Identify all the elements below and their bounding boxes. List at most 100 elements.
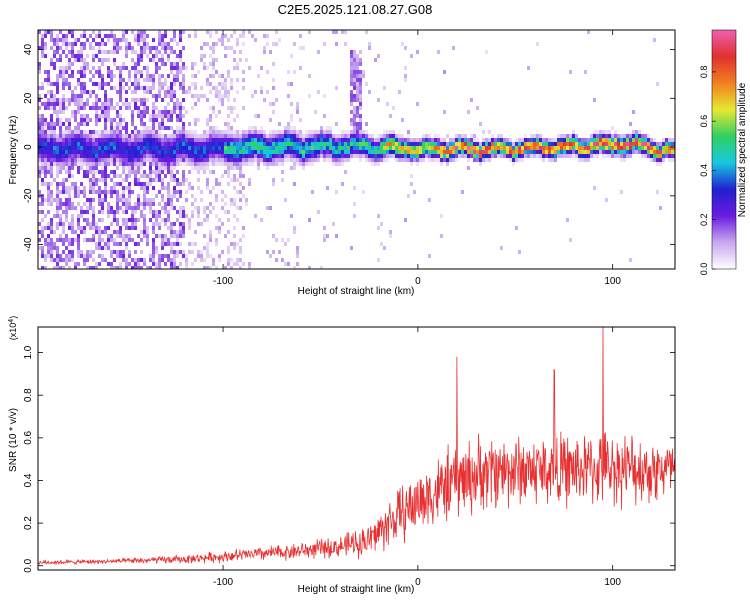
spectrogram-cell xyxy=(257,134,260,138)
spectrogram-cell xyxy=(353,70,356,74)
spectrogram-cell xyxy=(377,162,380,166)
spectrogram-cell xyxy=(86,250,89,254)
spectrogram-cell xyxy=(260,142,263,146)
spectrogram-cell xyxy=(80,54,83,58)
spectrogram-cell xyxy=(164,110,167,114)
spectrogram-cell xyxy=(422,154,425,158)
spectrogram-cell xyxy=(230,242,233,246)
spectrogram-cell xyxy=(101,134,104,138)
spectrogram-cell xyxy=(413,150,416,154)
spectrogram-cell xyxy=(53,198,56,202)
spectrogram-cell xyxy=(77,202,80,206)
spectrogram-cell xyxy=(368,158,371,162)
spectrogram-cell xyxy=(332,158,335,162)
spectrogram-cell xyxy=(365,138,368,142)
spectrogram-cell xyxy=(125,90,128,94)
spectrogram-cell xyxy=(278,142,281,146)
spectrogram-cell xyxy=(650,150,653,154)
spectrogram-cell xyxy=(359,82,362,86)
snr-frame xyxy=(37,326,676,571)
spectrogram-cell xyxy=(485,146,488,150)
spectrogram-cell xyxy=(86,90,89,94)
spectrogram-cell xyxy=(518,158,521,162)
spectrogram-cell xyxy=(215,238,218,242)
spectrogram-cell xyxy=(89,130,92,134)
spectrogram-cell xyxy=(92,146,95,150)
spectrogram-cell xyxy=(143,214,146,218)
spectrogram-cell xyxy=(269,50,272,54)
spectrogram-cell xyxy=(230,78,233,82)
spectrogram-cell xyxy=(98,194,101,198)
spectrogram-cell xyxy=(551,138,554,142)
spectrogram-cell xyxy=(113,218,116,222)
spectrogram-cell xyxy=(488,138,491,142)
spectrogram-cell xyxy=(227,138,230,142)
spectrogram-cell xyxy=(227,150,230,154)
spectrogram-cell xyxy=(146,150,149,154)
spectrogram-cell xyxy=(119,254,122,258)
spectrogram-cell xyxy=(491,134,494,138)
spectrogram-cell xyxy=(164,94,167,98)
spectrogram-cell xyxy=(509,138,512,142)
spectrogram-cell xyxy=(206,206,209,210)
spectrogram-cell xyxy=(167,170,170,174)
spectrogram-cell xyxy=(122,86,125,90)
spectrogram-cell xyxy=(86,206,89,210)
spectrogram-cell xyxy=(284,242,287,246)
spectrogram-cell xyxy=(38,174,41,178)
spectrogram-cell xyxy=(335,42,338,46)
spectrogram-cell xyxy=(314,142,317,146)
spectrogram-cell xyxy=(419,142,422,146)
spectrogram-cell xyxy=(353,114,356,118)
spectrogram-cell xyxy=(344,138,347,142)
spectrogram-cell xyxy=(236,146,239,150)
spectrogram-cell xyxy=(188,130,191,134)
spectrogram-cell xyxy=(671,142,674,146)
spectrogram-cell xyxy=(128,174,131,178)
spectrogram-cell xyxy=(239,190,242,194)
spectrogram-cell xyxy=(236,90,239,94)
spectrogram-cell xyxy=(356,134,359,138)
spectrogram-cell xyxy=(98,30,101,34)
spectrogram-cell xyxy=(71,42,74,46)
spectrogram-cell xyxy=(233,154,236,158)
spectrogram-cell xyxy=(239,154,242,158)
spectrogram-cell xyxy=(488,142,491,146)
spectrogram-cell xyxy=(440,142,443,146)
spectrogram-cell xyxy=(179,210,182,214)
spectrogram-cell xyxy=(209,82,212,86)
spectrogram-cell xyxy=(116,162,119,166)
spectrogram-cell xyxy=(191,202,194,206)
spectrogram-cell xyxy=(449,146,452,150)
spectrogram-cell xyxy=(392,150,395,154)
spectrogram-cell xyxy=(263,154,266,158)
spectrogram-cell xyxy=(134,138,137,142)
spectrogram-cell xyxy=(128,190,131,194)
spectrogram-cell xyxy=(602,138,605,142)
spectrogram-cell xyxy=(113,242,116,246)
spectrogram-cell xyxy=(284,198,287,202)
spectrogram-cell xyxy=(161,170,164,174)
spectrogram-cell xyxy=(566,150,569,154)
spectrogram-cell xyxy=(410,162,413,166)
spectrogram-cell xyxy=(62,182,65,186)
spectrogram-cell xyxy=(71,166,74,170)
spectrogram-cell xyxy=(341,30,344,34)
spectrogram-cell xyxy=(107,158,110,162)
spectrogram-cell xyxy=(143,106,146,110)
spectrogram-cell xyxy=(305,130,308,134)
spectrogram-cell xyxy=(98,46,101,50)
spectrogram-cell xyxy=(623,134,626,138)
spectrogram-cell xyxy=(179,82,182,86)
spectrogram-cell xyxy=(77,54,80,58)
spectrogram-cell xyxy=(398,134,401,138)
spectrogram-cell xyxy=(263,134,266,138)
spectrogram-cell xyxy=(98,130,101,134)
spectrogram-cell xyxy=(272,162,275,166)
spectrogram-cell xyxy=(122,170,125,174)
spectrogram-cell xyxy=(92,66,95,70)
spectrogram-cell xyxy=(539,154,542,158)
spectrogram-cell xyxy=(59,214,62,218)
spectrogram-cell xyxy=(80,106,83,110)
spectrogram-cell xyxy=(176,182,179,186)
